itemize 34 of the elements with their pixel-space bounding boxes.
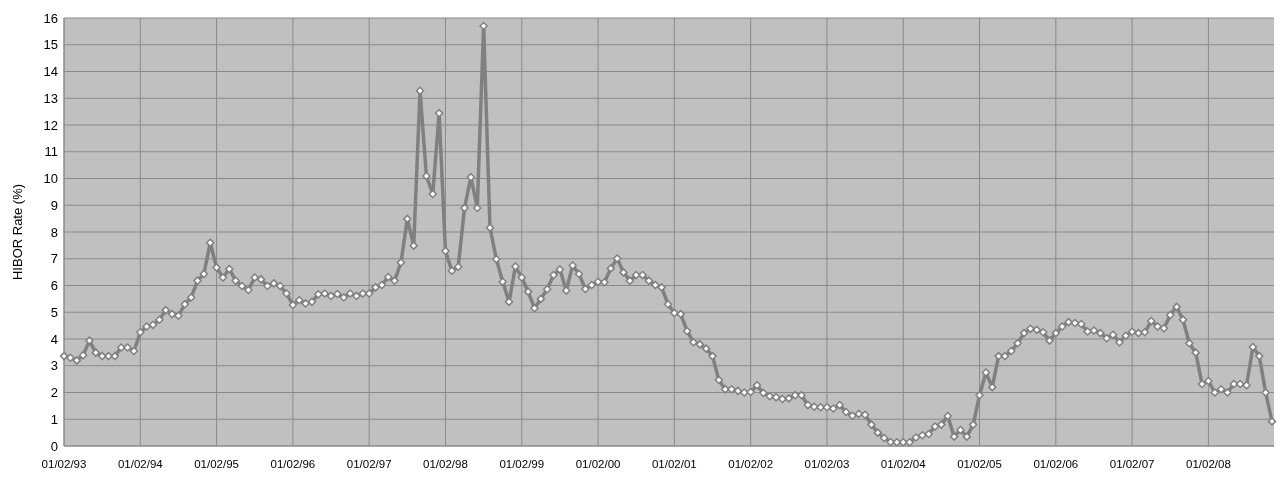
y-tick-label: 10 xyxy=(43,171,58,187)
x-tick-label: 01/02/04 xyxy=(880,458,927,470)
y-tick-label: 13 xyxy=(43,90,58,106)
x-tick-label: 01/02/02 xyxy=(728,458,774,470)
y-tick-label: 12 xyxy=(43,117,58,133)
x-tick-label: 01/02/95 xyxy=(194,458,239,470)
y-tick-label: 8 xyxy=(50,224,58,240)
y-tick-label: 14 xyxy=(43,64,58,80)
x-tick-label: 01/02/06 xyxy=(1033,458,1079,470)
x-tick-label: 01/02/07 xyxy=(1109,458,1155,470)
y-tick-label: 6 xyxy=(50,278,58,294)
x-tick-label: 01/02/93 xyxy=(41,458,87,470)
y-tick-label: 0 xyxy=(50,438,58,454)
x-tick-label: 01/02/00 xyxy=(575,458,621,470)
y-tick-label: 7 xyxy=(50,251,58,267)
x-tick-label: 01/02/99 xyxy=(499,458,545,470)
x-tick-label: 01/02/96 xyxy=(270,458,316,470)
y-axis-title: HIBOR Rate (%) xyxy=(10,183,25,281)
y-tick-label: 3 xyxy=(50,358,58,374)
x-tick-label: 01/02/01 xyxy=(651,458,697,470)
y-tick-label: 2 xyxy=(50,385,58,401)
y-tick-label: 5 xyxy=(50,304,58,320)
x-tick-label: 01/02/98 xyxy=(423,458,468,470)
x-tick-label: 01/02/94 xyxy=(117,458,164,470)
y-tick-label: 16 xyxy=(43,10,58,26)
y-tick-label: 1 xyxy=(50,411,58,427)
y-tick-label: 11 xyxy=(44,144,58,160)
x-tick-label: 01/02/03 xyxy=(804,458,850,470)
y-tick-label: 9 xyxy=(50,197,58,213)
y-tick-label: 15 xyxy=(43,37,58,53)
x-tick-label: 01/02/05 xyxy=(957,458,1002,470)
x-tick-label: 01/02/97 xyxy=(346,458,392,470)
x-tick-label: 01/02/08 xyxy=(1186,458,1231,470)
y-tick-label: 4 xyxy=(50,331,58,347)
